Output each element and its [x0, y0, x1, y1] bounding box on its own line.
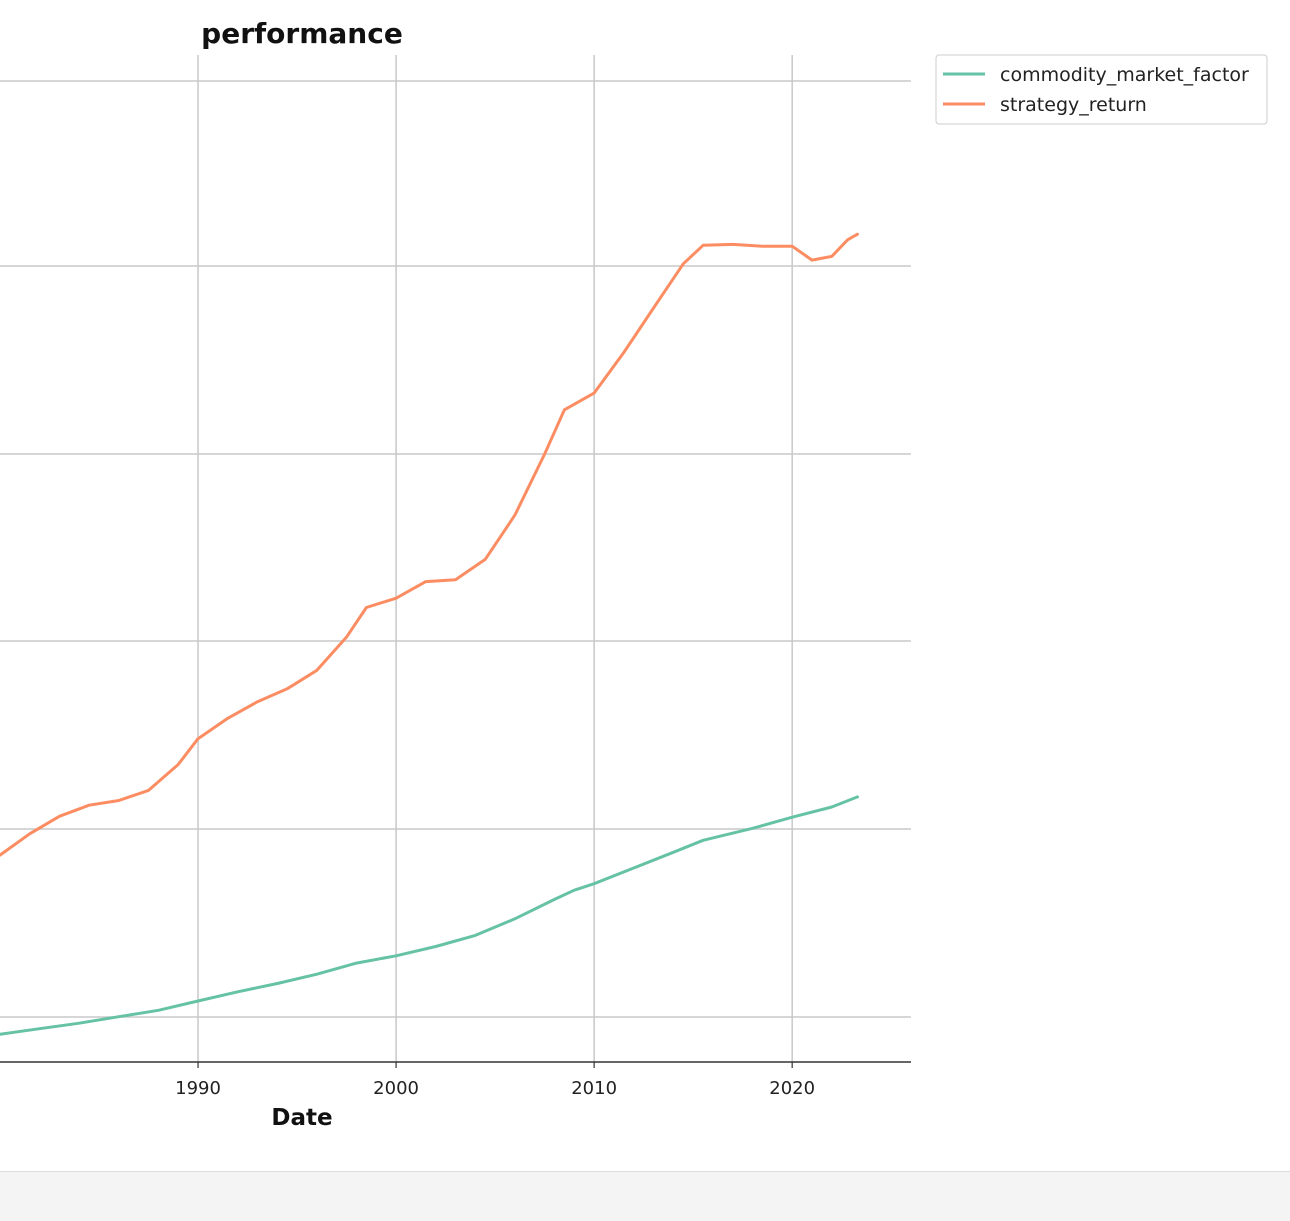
legend-label-strategy-return: strategy_return	[1000, 94, 1147, 116]
performance-chart: performance 1990 2000 2010 2020 Date commod…	[0, 17, 1268, 1131]
x-axis: 1990 2000 2010 2020	[0, 1061, 911, 1099]
legend: commodity_market_factor strategy_return	[935, 54, 1268, 125]
chart-title: performance	[201, 17, 403, 50]
series-line-commodity-market-factor	[0, 795, 859, 1036]
x-tick-label-2000: 2000	[373, 1078, 419, 1099]
x-axis-label: Date	[271, 1105, 332, 1131]
legend-box	[935, 54, 1268, 125]
legend-label-commodity-market-factor: commodity_market_factor	[1000, 64, 1249, 86]
bottom-bar	[0, 1171, 1290, 1221]
series-lines	[0, 232, 859, 1036]
chart-area: performance 1990 2000 2010 2020 Date commod…	[0, 17, 1268, 1131]
x-tick-label-1990: 1990	[175, 1078, 221, 1099]
grid-lines	[0, 55, 911, 1062]
x-tick-label-2010: 2010	[571, 1078, 617, 1099]
x-tick-label-2020: 2020	[769, 1078, 815, 1099]
series-line-strategy-return	[0, 232, 859, 857]
